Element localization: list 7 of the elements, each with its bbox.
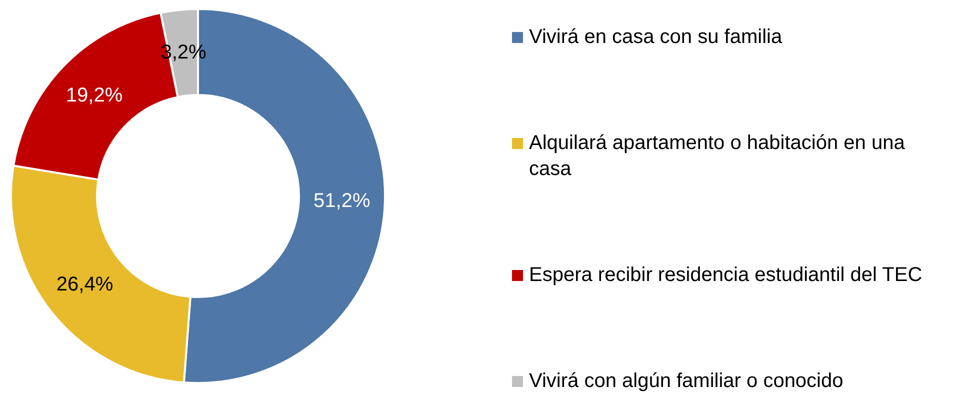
data-label: 26,4%	[56, 273, 114, 296]
legend-label: Espera recibir residencia estudiantil del TEC	[529, 263, 922, 288]
data-label: 19,2%	[66, 84, 123, 107]
legend-label: Vivirá con algún familiar o conocido	[529, 369, 844, 394]
data-label: 51,2%	[314, 190, 370, 212]
legend-label: Vivirá en casa con su familia	[529, 25, 782, 50]
legend-label: Alquilará apartamento o habitación en una casa	[529, 131, 906, 182]
